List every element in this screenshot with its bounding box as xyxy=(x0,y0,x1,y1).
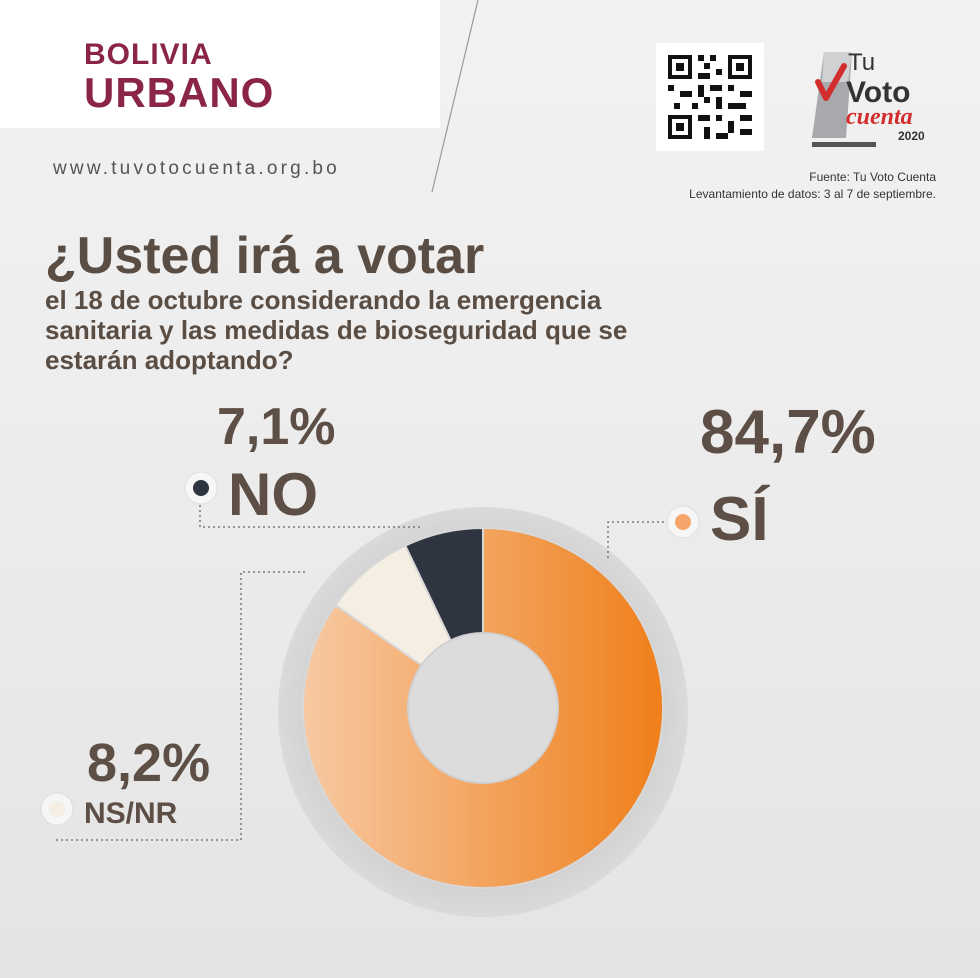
logo-cuenta: cuenta xyxy=(846,104,913,130)
pct-si: 84,7% xyxy=(700,398,876,467)
question-subtitle: el 18 de octubre considerando la emergen… xyxy=(45,285,628,375)
legend-dot-nsnr xyxy=(49,801,65,817)
qr-code-icon[interactable] xyxy=(656,43,764,151)
pct-no: 7,1% xyxy=(217,398,336,456)
legend-dot-no xyxy=(193,480,209,496)
question-title: ¿Usted irá a votar xyxy=(45,227,485,285)
pct-nsnr: 8,2% xyxy=(87,733,210,793)
website-url[interactable]: www.tuvotocuenta.org.bo xyxy=(53,158,340,179)
source-note: Fuente: Tu Voto Cuenta Levantamiento de … xyxy=(689,169,936,203)
leader-nsnr xyxy=(55,571,305,841)
logo-year: 2020 xyxy=(898,129,925,143)
logo-tu: Tu xyxy=(848,49,875,76)
leader-no xyxy=(199,490,420,528)
leader-si xyxy=(607,521,665,558)
donut-hole xyxy=(408,633,558,783)
logo-voto: Voto xyxy=(846,76,910,109)
brand-line-1: BOLIVIA xyxy=(84,38,213,71)
label-si: SÍ xyxy=(710,485,770,554)
header-band xyxy=(0,0,440,128)
label-nsnr: NS/NR xyxy=(84,797,178,830)
label-no: NO xyxy=(228,461,318,528)
brand-logo: BOLIVIA URBANO xyxy=(84,40,274,114)
survey-dates: Levantamiento de datos: 3 al 7 de septie… xyxy=(689,187,936,201)
tu-voto-cuenta-logo: Tu Voto cuenta 2020 xyxy=(812,49,925,147)
brand-line-2: URBANO xyxy=(84,69,275,116)
source-line: Fuente: Tu Voto Cuenta xyxy=(809,170,936,184)
legend-dot-si xyxy=(675,514,691,530)
